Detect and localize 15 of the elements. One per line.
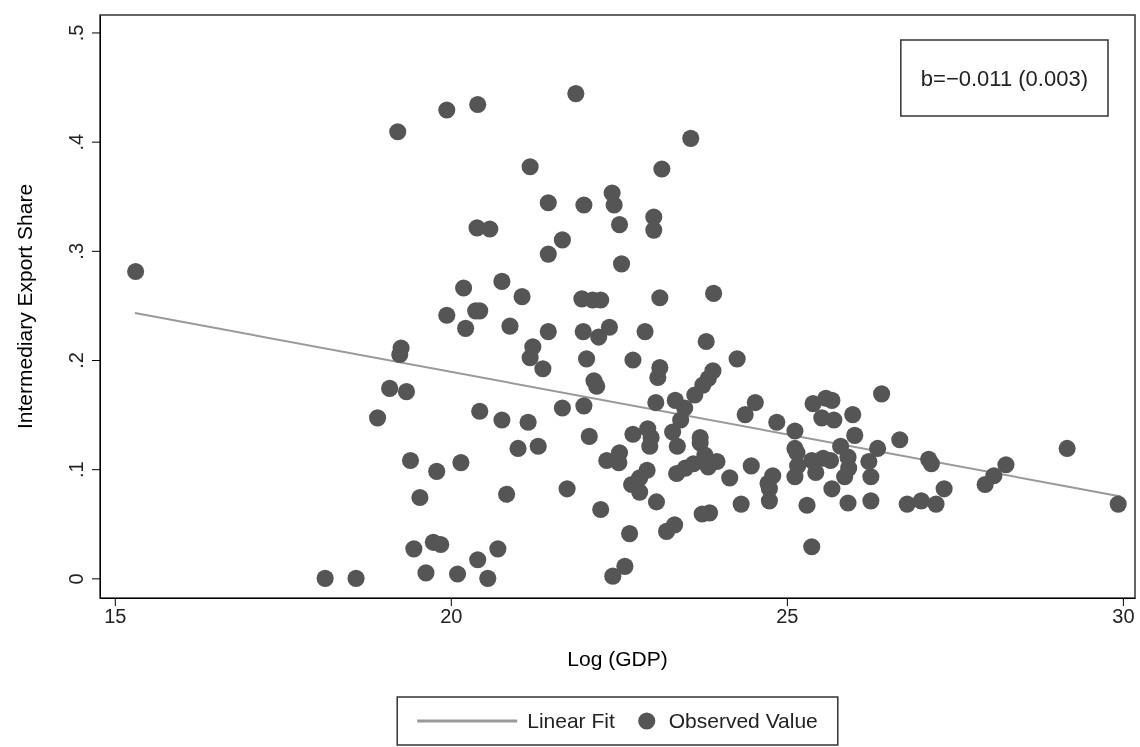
x-axis-title: Log (GDP): [567, 647, 668, 670]
x-tick-label: 20: [440, 605, 463, 628]
x-tick-label: 30: [1112, 605, 1135, 628]
y-tick-label: 0: [65, 573, 87, 585]
legend-label: Observed Value: [668, 709, 818, 732]
y-axis-title: Intermediary Export Share: [13, 183, 36, 430]
x-tick-label: 15: [104, 605, 127, 628]
legend-label: Linear Fit: [527, 709, 615, 732]
x-tick-label: 25: [776, 605, 799, 628]
y-tick-label: .2: [65, 352, 87, 369]
y-tick-label: .5: [65, 24, 87, 42]
y-tick-label: .1: [65, 461, 87, 479]
y-tick-label: .3: [65, 242, 87, 260]
y-tick-label: .4: [65, 133, 87, 151]
annotation: b=−0.011 (0.003): [920, 66, 1088, 91]
